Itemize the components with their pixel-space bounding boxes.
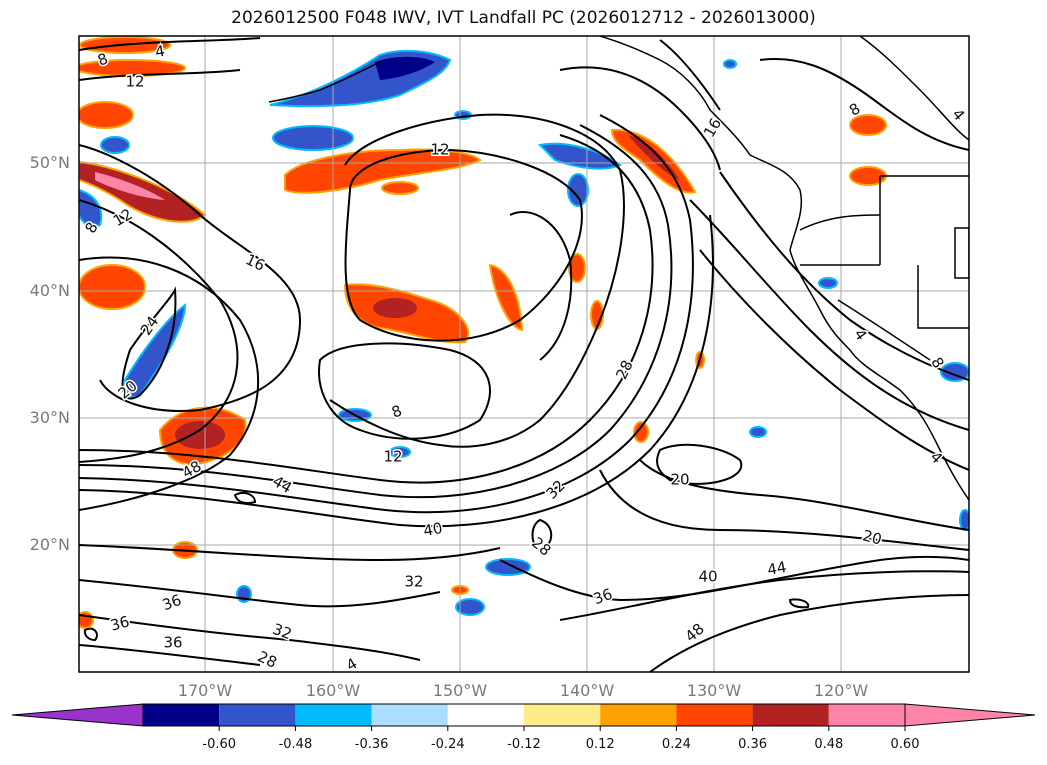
lon-label: 120°W (814, 681, 869, 700)
lat-label: 30°N (30, 408, 70, 427)
positive-anomaly-region (633, 421, 649, 443)
lon-label: 150°W (433, 681, 488, 700)
negative-anomaly-region (723, 59, 737, 69)
colorbar-bin (219, 704, 296, 726)
positive-anomaly-core (175, 421, 225, 449)
colorbar-bin (828, 704, 905, 726)
contour-value-label: 20 (670, 471, 689, 489)
longitude-labels: 170°W 160°W 150°W 140°W 130°W 120°W (178, 681, 869, 700)
lon-label: 160°W (306, 681, 361, 700)
negative-anomaly-region (79, 188, 103, 228)
latitude-labels: 50°N 40°N 30°N 20°N (30, 153, 70, 554)
negative-anomaly-region (389, 446, 411, 458)
colorbar-tick-label: 0.12 (586, 737, 615, 752)
negative-anomaly-region (455, 598, 485, 616)
contour-value-label: 12 (430, 141, 449, 159)
negative-anomaly-region (123, 302, 187, 398)
positive-anomaly-core (628, 135, 680, 180)
positive-anomaly-core (95, 172, 165, 200)
colorbar-tick-label: 0.60 (891, 737, 920, 752)
colorbar-tick-label: 0.24 (662, 737, 691, 752)
lat-label: 20°N (30, 535, 70, 554)
colorbar-over-extension (904, 703, 1036, 727)
colorbar-tick-label: 0.48 (814, 737, 843, 752)
colorbar-tick-label: -0.36 (355, 737, 389, 752)
colorbar-tick-label: -0.24 (431, 737, 465, 752)
negative-anomaly-region (818, 277, 838, 289)
lon-label: 130°W (687, 681, 742, 700)
iwv-contours (79, 37, 969, 672)
negative-anomaly-region (485, 558, 531, 576)
positive-anomaly-region (568, 253, 586, 283)
positive-anomaly-region (79, 101, 134, 129)
colorbar-tick-label: -0.12 (507, 737, 541, 752)
positive-anomaly-region (381, 181, 419, 195)
negative-anomaly-region (567, 173, 589, 207)
negative-anomaly-region (537, 142, 622, 170)
contour-value-label: 36 (163, 634, 182, 652)
contour-value-label: 40 (422, 519, 444, 540)
colorbar-bin (447, 704, 524, 726)
contour-value-label: 40 (698, 568, 717, 586)
map-frame (78, 35, 970, 673)
positive-anomaly-region (79, 264, 146, 310)
colorbar-tick-label: 0.36 (738, 737, 767, 752)
positive-anomaly-region (488, 263, 524, 332)
contour-value-label: 32 (404, 573, 423, 591)
colorbar-under-extension (11, 703, 144, 727)
contour-value-label: 44 (766, 558, 788, 579)
lat-label: 40°N (30, 281, 70, 300)
graticule (79, 36, 969, 672)
lat-label: 50°N (30, 153, 70, 172)
negative-anomaly-region (272, 125, 354, 151)
negative-anomaly-region (749, 426, 767, 438)
colorbar: -0.60 -0.48 -0.36 -0.24 -0.12 0.12 0.24 0.36 0.4… (11, 703, 1036, 752)
colorbar-tick-label: -0.48 (279, 737, 313, 752)
contour-value-label: 12 (383, 448, 402, 466)
lon-label: 170°W (178, 681, 233, 700)
negative-anomaly-region (100, 136, 130, 154)
colorbar-bin (371, 704, 448, 726)
colorbar-tick-label: -0.60 (202, 737, 236, 752)
colorbar-bin (600, 704, 677, 726)
negative-anomaly-core (375, 56, 435, 80)
colorbar-bin (524, 704, 601, 726)
colorbar-bin (676, 704, 753, 726)
lon-label: 140°W (560, 681, 615, 700)
colorbar-bin (752, 704, 829, 726)
positive-anomaly-core (373, 298, 417, 318)
positive-anomaly-region (284, 148, 482, 194)
contour-value-label: 12 (125, 73, 144, 91)
colorbar-bin (295, 704, 372, 726)
map-title: 2026012500 F048 IWV, IVT Landfall PC (20… (231, 8, 816, 28)
colorbar-bin (143, 704, 220, 726)
positive-anomaly-region (849, 114, 887, 136)
coastlines (268, 36, 969, 501)
